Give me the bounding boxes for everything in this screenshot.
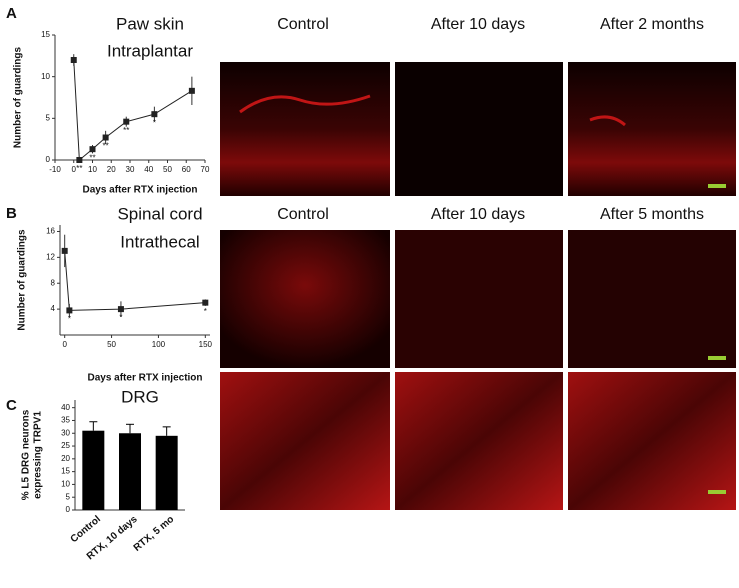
- y-tick-label: 15: [41, 30, 50, 39]
- y-tick-label: 8: [51, 278, 56, 287]
- data-point: [188, 87, 195, 94]
- scale-bar: [708, 184, 726, 188]
- image-header: Control: [277, 206, 329, 223]
- image: [220, 230, 390, 368]
- x-axis-title: Days after RTX injection: [82, 185, 197, 196]
- point-label: *: [119, 313, 122, 322]
- image: [395, 372, 563, 510]
- y-tick-label: 35: [61, 416, 70, 425]
- data-point: [123, 118, 130, 125]
- bar: [155, 435, 178, 510]
- point-label: **: [76, 164, 82, 173]
- data-point: [66, 307, 73, 314]
- data-line: [64, 250, 206, 311]
- image-header: After 2 months: [600, 16, 704, 33]
- panel-label: C: [6, 397, 17, 414]
- y-axis-title: Number of guardings: [13, 47, 24, 149]
- x-tick-label: Control: [69, 514, 103, 545]
- y-tick-label: 12: [46, 252, 55, 261]
- image-header: After 5 months: [600, 206, 704, 223]
- data-point: [76, 157, 83, 163]
- data-line: [73, 59, 193, 162]
- y-tick-label: 30: [61, 428, 70, 437]
- panel-label: A: [6, 5, 17, 22]
- x-tick-label: 150: [199, 340, 213, 349]
- y-tick-label: 25: [61, 441, 70, 450]
- data-point: [151, 111, 158, 118]
- scale-bar: [708, 356, 726, 360]
- y-tick-label: 16: [46, 227, 55, 236]
- y-tick-label: 15: [61, 467, 70, 476]
- x-tick-label: 40: [144, 165, 153, 174]
- x-tick-label: RTX, 5 mo: [132, 514, 177, 554]
- panel-label: B: [6, 205, 17, 222]
- scale-bar: [708, 490, 726, 494]
- x-tick-label: 30: [126, 165, 135, 174]
- fiber: [239, 94, 371, 114]
- x-tick-label: 60: [182, 165, 191, 174]
- fiber: [589, 115, 626, 127]
- y-tick-label: 20: [61, 454, 70, 463]
- y-tick-label: 10: [41, 72, 50, 81]
- chart-title: Spinal cord: [117, 204, 202, 223]
- image: [568, 62, 736, 196]
- x-tick-label: 100: [152, 340, 166, 349]
- point-label: *: [204, 307, 207, 316]
- chart-title: Intraplantar: [107, 41, 193, 60]
- x-tick-label: 20: [107, 165, 116, 174]
- data-point: [202, 299, 209, 306]
- y-tick-label: 5: [66, 492, 71, 501]
- x-tick-label: 50: [163, 165, 172, 174]
- image-header: Control: [277, 16, 329, 33]
- chart-title: Intrathecal: [120, 232, 199, 251]
- chart-title: DRG: [121, 387, 159, 406]
- y-tick-label: 0: [46, 155, 51, 164]
- image-header: After 10 days: [431, 206, 525, 223]
- y-tick-label: 0: [66, 505, 71, 514]
- image: [220, 372, 390, 510]
- y-axis-title: % L5 DRG neurons: [21, 409, 32, 500]
- point-label: *: [153, 118, 156, 127]
- x-tick-label: 0: [72, 165, 77, 174]
- image: [395, 62, 563, 196]
- image: [395, 230, 563, 368]
- data-point: [70, 57, 77, 63]
- bar: [119, 433, 141, 510]
- y-tick-label: 10: [61, 480, 70, 489]
- chart-title: Paw skin: [116, 14, 184, 33]
- x-tick-label: -10: [49, 165, 61, 174]
- y-axis-title: Number of guardings: [17, 229, 28, 331]
- microscopy-images: [220, 62, 736, 510]
- x-axis-title: Days after RTX injection: [87, 373, 202, 384]
- x-tick-label: 0: [62, 340, 67, 349]
- y-tick-label: 40: [61, 403, 70, 412]
- x-tick-label: 50: [107, 340, 116, 349]
- data-point: [89, 146, 96, 153]
- point-label: **: [89, 153, 95, 162]
- y-tick-label: 4: [51, 304, 56, 313]
- image: [220, 62, 390, 196]
- data-point: [117, 306, 124, 313]
- x-tick-label: 10: [88, 165, 97, 174]
- point-label: **: [103, 142, 109, 151]
- x-tick-label: 70: [201, 165, 210, 174]
- image: [568, 372, 736, 510]
- data-point: [61, 247, 68, 254]
- data-point: [102, 134, 109, 141]
- image: [568, 230, 736, 368]
- y-tick-label: 5: [46, 113, 51, 122]
- bar: [82, 430, 105, 510]
- point-label: *: [68, 315, 71, 324]
- image-header: After 10 days: [431, 16, 525, 33]
- y-axis-title: expressing TRPV1: [33, 411, 44, 499]
- point-label: **: [123, 126, 129, 135]
